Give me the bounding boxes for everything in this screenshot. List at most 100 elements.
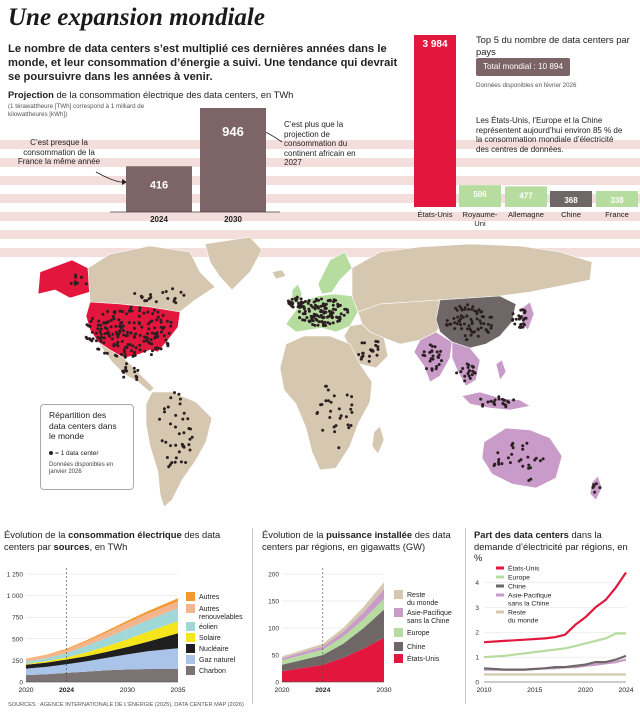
data-center-dot bbox=[134, 332, 138, 336]
data-center-dot bbox=[130, 349, 133, 353]
data-center-dot bbox=[188, 437, 192, 441]
usa bbox=[85, 301, 181, 359]
scandinavia bbox=[317, 251, 353, 295]
projection-value-2030: 946 bbox=[222, 124, 244, 139]
data-center-dot bbox=[468, 376, 472, 380]
data-center-dot bbox=[523, 311, 527, 315]
data-center-dot bbox=[320, 320, 324, 324]
data-center-dot bbox=[326, 315, 329, 319]
data-center-dot bbox=[97, 347, 101, 351]
data-center-dot bbox=[369, 348, 373, 352]
legend-swatch-Charbon bbox=[186, 666, 195, 675]
area-États-Unis bbox=[282, 637, 384, 682]
data-center-dot bbox=[145, 299, 149, 303]
data-center-dot bbox=[306, 301, 310, 305]
australia bbox=[481, 427, 563, 489]
x-tick-label: 2020 bbox=[18, 687, 33, 694]
data-center-dot bbox=[316, 306, 320, 310]
data-center-dot bbox=[430, 368, 434, 372]
data-center-dot bbox=[489, 324, 493, 327]
x-tick-label: 2035 bbox=[170, 687, 185, 694]
data-center-dot bbox=[350, 403, 354, 407]
data-center-dot bbox=[310, 317, 314, 321]
data-center-dot bbox=[315, 412, 319, 415]
data-center-dot bbox=[465, 362, 469, 366]
data-center-dot bbox=[463, 379, 467, 383]
data-center-dot bbox=[145, 339, 149, 342]
data-center-dot bbox=[593, 490, 597, 494]
y-tick-label: 2 bbox=[475, 630, 479, 637]
japan bbox=[521, 301, 535, 331]
data-center-dot bbox=[463, 306, 467, 310]
data-center-dot bbox=[476, 334, 480, 338]
data-center-dot bbox=[521, 322, 525, 326]
data-center-dot bbox=[331, 307, 335, 311]
legend-label-Reste du monde: Reste bbox=[407, 592, 425, 599]
data-center-dot bbox=[116, 340, 120, 344]
data-center-dot bbox=[477, 308, 481, 312]
data-center-dot bbox=[466, 327, 469, 331]
data-center-dot bbox=[467, 369, 471, 373]
data-center-dot bbox=[367, 359, 371, 363]
data-center-dot bbox=[150, 331, 154, 335]
x-tick-label: 2024 bbox=[59, 687, 74, 694]
data-center-dot bbox=[467, 374, 471, 378]
data-center-dot bbox=[155, 318, 159, 322]
data-center-dot bbox=[459, 323, 463, 327]
data-center-dot bbox=[324, 399, 328, 403]
data-center-dot bbox=[159, 347, 163, 351]
projection-chart: 416 2024 946 2030 bbox=[95, 108, 283, 224]
data-center-dot bbox=[311, 323, 315, 326]
data-center-dot bbox=[336, 302, 340, 306]
data-center-dot bbox=[324, 310, 328, 314]
data-center-dot bbox=[527, 479, 531, 482]
data-center-dot bbox=[99, 323, 103, 327]
legend-swatch-Solaire bbox=[186, 633, 195, 642]
data-center-dot bbox=[120, 339, 124, 343]
y-tick-label: 4 bbox=[475, 580, 479, 587]
data-center-dot bbox=[122, 350, 126, 354]
data-center-dot bbox=[151, 349, 154, 353]
data-center-dot bbox=[173, 391, 176, 395]
data-center-dot bbox=[486, 322, 490, 326]
data-center-dot bbox=[437, 363, 441, 366]
data-center-dot bbox=[74, 273, 78, 277]
data-center-dot bbox=[174, 425, 177, 429]
data-center-dot bbox=[121, 329, 125, 333]
data-center-dot bbox=[173, 460, 177, 464]
data-center-dot bbox=[376, 340, 380, 344]
data-center-dot bbox=[149, 338, 153, 342]
data-center-dot bbox=[301, 312, 305, 316]
data-center-dot bbox=[470, 364, 474, 368]
data-center-dot bbox=[146, 336, 150, 340]
data-center-dot bbox=[470, 307, 474, 311]
data-center-dot bbox=[489, 326, 493, 330]
data-center-dot bbox=[109, 325, 113, 329]
data-center-dot bbox=[496, 451, 500, 455]
legend-label-Europe: Europe bbox=[407, 630, 430, 637]
data-center-dot bbox=[140, 325, 144, 329]
data-center-dot bbox=[105, 327, 109, 331]
canada bbox=[87, 245, 216, 313]
data-center-dot bbox=[129, 305, 133, 309]
data-center-dot bbox=[90, 330, 94, 334]
data-center-dot bbox=[302, 305, 306, 309]
y-tick-label: 1 000 bbox=[7, 593, 24, 600]
data-center-dot bbox=[371, 349, 375, 353]
data-center-dot bbox=[307, 319, 311, 323]
data-center-dot bbox=[159, 325, 163, 329]
data-center-dot bbox=[116, 333, 120, 337]
data-center-dot bbox=[489, 399, 493, 403]
data-center-dot bbox=[455, 371, 459, 375]
map-legend-title: Répartition des data centers dans le mon… bbox=[49, 410, 117, 441]
data-center-dot bbox=[147, 327, 151, 331]
data-center-dot bbox=[430, 344, 434, 348]
data-center-dot bbox=[363, 341, 366, 345]
legend-label-Gaz naturel: Gaz naturel bbox=[199, 657, 236, 664]
data-center-dot bbox=[161, 314, 165, 317]
data-center-dot bbox=[453, 321, 457, 325]
data-center-dot bbox=[137, 320, 141, 324]
data-center-dot bbox=[161, 291, 165, 294]
data-center-dot bbox=[162, 325, 166, 329]
data-center-dot bbox=[470, 320, 474, 324]
